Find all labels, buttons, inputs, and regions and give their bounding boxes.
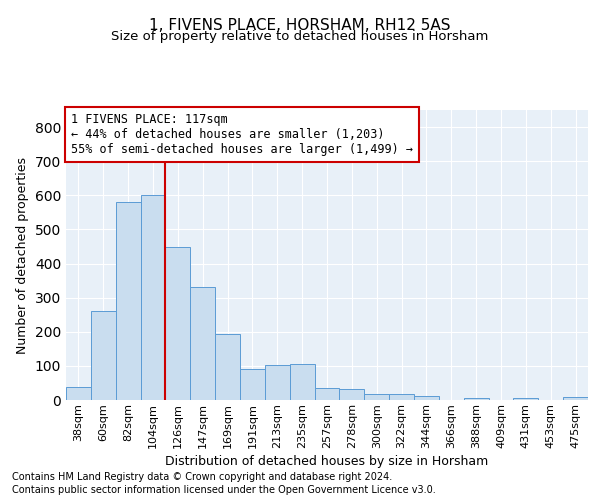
Bar <box>464 398 488 400</box>
Text: Size of property relative to detached houses in Horsham: Size of property relative to detached ho… <box>112 30 488 43</box>
Text: Contains public sector information licensed under the Open Government Licence v3: Contains public sector information licen… <box>12 485 436 495</box>
Bar <box>166 247 190 400</box>
Bar <box>215 334 240 400</box>
Text: 1, FIVENS PLACE, HORSHAM, RH12 5AS: 1, FIVENS PLACE, HORSHAM, RH12 5AS <box>149 18 451 32</box>
Text: Contains HM Land Registry data © Crown copyright and database right 2024.: Contains HM Land Registry data © Crown c… <box>12 472 392 482</box>
Bar <box>389 394 414 400</box>
Bar <box>414 396 439 400</box>
Bar <box>240 370 265 400</box>
Bar <box>91 310 116 400</box>
Y-axis label: Number of detached properties: Number of detached properties <box>16 156 29 354</box>
Bar <box>364 394 389 400</box>
Bar <box>66 387 91 400</box>
Bar <box>190 288 215 400</box>
X-axis label: Distribution of detached houses by size in Horsham: Distribution of detached houses by size … <box>166 455 488 468</box>
Bar <box>140 196 166 400</box>
Bar <box>514 398 538 400</box>
Text: 1 FIVENS PLACE: 117sqm
← 44% of detached houses are smaller (1,203)
55% of semi-: 1 FIVENS PLACE: 117sqm ← 44% of detached… <box>71 113 413 156</box>
Bar <box>116 202 140 400</box>
Bar <box>563 398 588 400</box>
Bar <box>314 388 340 400</box>
Bar <box>290 364 314 400</box>
Bar <box>340 389 364 400</box>
Bar <box>265 365 290 400</box>
